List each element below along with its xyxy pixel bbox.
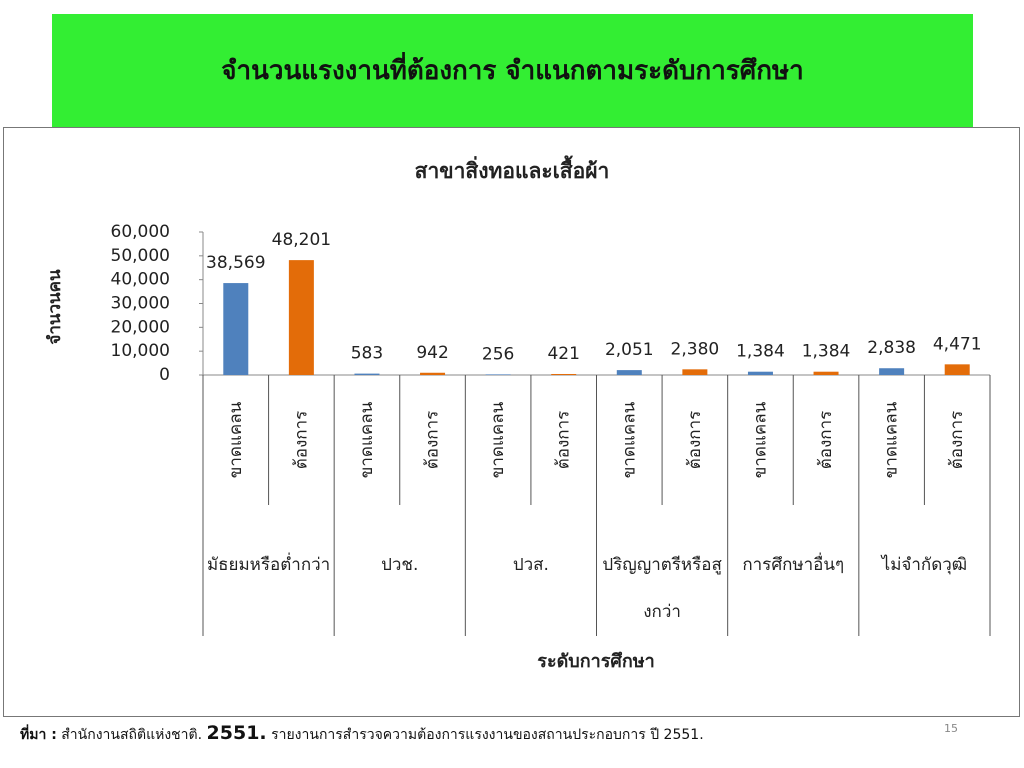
value-label: 421	[547, 344, 579, 364]
x-tick-label: ขาดแคลน	[488, 401, 508, 478]
group-label: ปวส.	[512, 555, 549, 575]
value-label: 2,838	[867, 338, 916, 358]
y-tick-label: 0	[159, 365, 170, 385]
group-box: ปวช.	[381, 555, 419, 575]
x-tick-label: ต้องการ	[423, 411, 443, 470]
footnote-part: 2551.	[206, 722, 267, 744]
group-box: ปริญญาตรีหรือสูงกว่า	[602, 555, 722, 622]
group-label: มัธยมหรือต่ำกว่า	[206, 555, 331, 575]
group-box: ปวส.	[512, 555, 549, 575]
y-tick-label: 30,000	[111, 294, 170, 314]
value-label: 38,569	[206, 253, 265, 273]
bar	[223, 283, 249, 375]
y-tick-label: 10,000	[111, 341, 170, 361]
chart-frame	[3, 127, 1020, 717]
y-axis-label: จำนวนคน	[45, 269, 65, 345]
slide-title: จำนวนแรงงานที่ต้องการ จำแนกตามระดับการศึ…	[52, 14, 973, 127]
x-tick-label: ขาดแคลน	[882, 401, 902, 478]
group-label: ไม่จำกัดวุฒิ	[881, 555, 968, 575]
x-tick-label: ขาดแคลน	[226, 401, 246, 478]
bar	[944, 364, 970, 375]
group-box: มัธยมหรือต่ำกว่า	[206, 555, 331, 575]
bar	[288, 260, 314, 375]
value-label: 2,051	[605, 340, 654, 360]
x-tick-label: ต้องการ	[947, 411, 967, 470]
footnote-part: รายงานการสำรวจความต้องการแรงงานของสถานปร…	[271, 727, 704, 743]
y-tick-label: 60,000	[111, 222, 170, 242]
value-label: 2,380	[671, 339, 720, 359]
bar	[485, 374, 511, 375]
page-number: 15	[944, 722, 958, 735]
footnote-part: ที่มา :	[20, 727, 57, 743]
bar	[420, 372, 446, 375]
group-label: ปวช.	[381, 555, 419, 575]
footnote-part: สำนักงานสถิติแห่งชาติ.	[61, 727, 203, 743]
bar	[682, 369, 708, 375]
y-tick-label: 20,000	[111, 317, 170, 337]
y-tick-label: 50,000	[111, 246, 170, 266]
value-label: 1,384	[736, 342, 785, 362]
x-tick-label: ต้องการ	[291, 411, 311, 470]
bar	[747, 371, 773, 375]
group-label: ปริญญาตรีหรือสูงกว่า	[602, 555, 722, 622]
value-label: 583	[351, 344, 383, 364]
group-label: การศึกษาอื่นๆ	[742, 555, 845, 575]
value-label: 1,384	[802, 342, 851, 362]
x-tick-label: ขาดแคลน	[750, 401, 770, 478]
y-tick-label: 40,000	[111, 270, 170, 290]
x-tick-label: ต้องการ	[685, 411, 705, 470]
value-label: 256	[482, 344, 514, 364]
chart: สาขาสิ่งทอและเสื้อผ้า จำนวนคน ระดับการศึ…	[3, 127, 1020, 717]
footnote: ที่มา : สำนักงานสถิติแห่งชาติ. 2551. ราย…	[20, 722, 980, 746]
bar	[354, 373, 380, 375]
x-tick-label: ขาดแคลน	[357, 401, 377, 478]
bar	[551, 373, 577, 375]
bar	[879, 368, 905, 375]
bar	[813, 371, 839, 375]
x-axis-label: ระดับการศึกษา	[537, 651, 654, 672]
x-tick-label: ขาดแคลน	[619, 401, 639, 478]
x-tick-label: ต้องการ	[816, 411, 836, 470]
x-tick-label: ต้องการ	[554, 411, 574, 470]
group-box: ไม่จำกัดวุฒิ	[881, 555, 968, 575]
value-label: 48,201	[272, 230, 331, 250]
chart-title: สาขาสิ่งทอและเสื้อผ้า	[415, 155, 610, 183]
bar	[616, 370, 642, 375]
value-label: 4,471	[933, 334, 982, 354]
value-label: 942	[416, 343, 448, 363]
group-box: การศึกษาอื่นๆ	[742, 555, 845, 575]
